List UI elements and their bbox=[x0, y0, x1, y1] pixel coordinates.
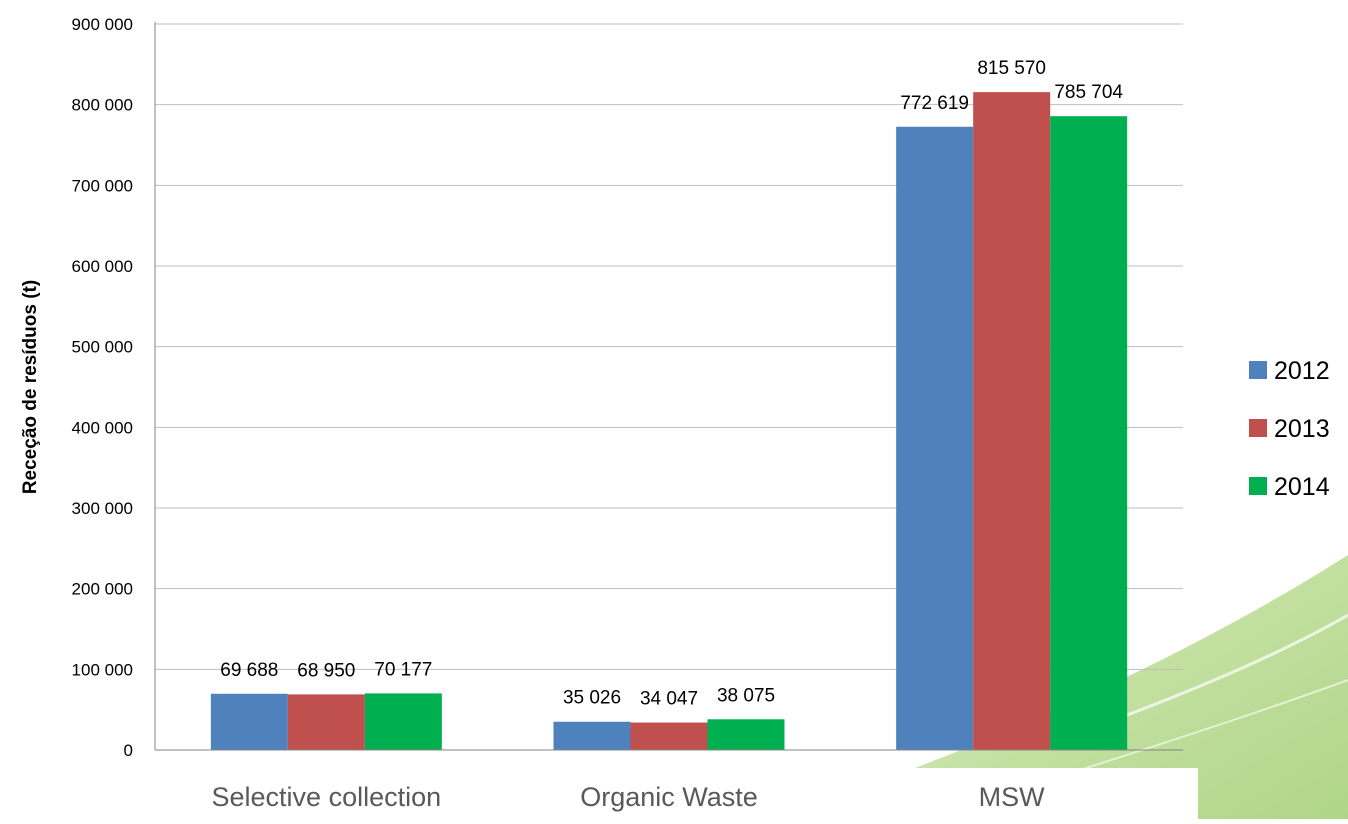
data-label: 38 075 bbox=[717, 685, 775, 706]
data-label: 785 704 bbox=[1054, 82, 1123, 103]
data-label: 772 619 bbox=[900, 93, 969, 114]
bar bbox=[364, 693, 442, 750]
bar bbox=[553, 721, 631, 750]
data-label: 69 688 bbox=[220, 660, 278, 681]
bar bbox=[287, 694, 365, 750]
x-tick-label: MSW bbox=[979, 782, 1046, 812]
data-label: 70 177 bbox=[374, 659, 432, 680]
legend-label: 2013 bbox=[1274, 415, 1330, 443]
y-tick-label: 0 bbox=[124, 741, 133, 760]
legend-swatch bbox=[1249, 419, 1267, 437]
y-tick-label: 400 000 bbox=[72, 418, 133, 437]
data-labels: 69 688 68 950 70 177 35 026 34 047 38 075 772 … bbox=[220, 58, 1123, 709]
y-tick-label: 700 000 bbox=[72, 176, 133, 195]
bar bbox=[707, 719, 785, 750]
data-label: 34 047 bbox=[640, 689, 698, 710]
bar bbox=[630, 722, 708, 750]
bar bbox=[210, 693, 288, 750]
bar bbox=[1050, 116, 1128, 750]
data-label: 35 026 bbox=[563, 688, 621, 709]
legend-swatch bbox=[1249, 477, 1267, 495]
legend-label: 2014 bbox=[1274, 473, 1330, 501]
legend-label: 2012 bbox=[1274, 357, 1330, 385]
x-tick-label: Selective collection bbox=[212, 782, 442, 812]
y-tick-label: 500 000 bbox=[72, 338, 133, 357]
y-tick-label: 300 000 bbox=[72, 499, 133, 518]
bar bbox=[973, 92, 1051, 750]
data-label: 68 950 bbox=[297, 660, 355, 681]
bar bbox=[896, 126, 974, 750]
background-swoosh bbox=[900, 555, 1348, 819]
legend: 2012 2013 2014 bbox=[1249, 357, 1330, 501]
y-axis-label: Receção de resíduos (t) bbox=[20, 280, 41, 494]
x-tick-label: Organic Waste bbox=[580, 782, 758, 812]
axes: 0 100 000 200 000 300 000 400 000 500 000 600 … bbox=[72, 15, 1183, 812]
bars bbox=[210, 92, 1128, 750]
y-tick-label: 100 000 bbox=[72, 660, 133, 679]
y-tick-label: 800 000 bbox=[72, 96, 133, 115]
data-label: 815 570 bbox=[977, 58, 1046, 79]
legend-swatch bbox=[1249, 361, 1267, 379]
y-tick-label: 600 000 bbox=[72, 257, 133, 276]
y-tick-label: 200 000 bbox=[72, 580, 133, 599]
y-tick-label: 900 000 bbox=[72, 15, 133, 34]
